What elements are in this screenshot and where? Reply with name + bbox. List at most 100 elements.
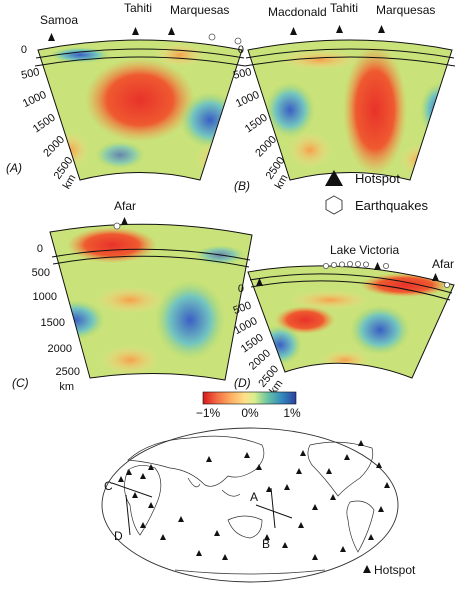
hotspot-triangle — [222, 554, 228, 560]
earthquake-cluster — [322, 260, 450, 288]
panel-b-boundary-660 — [244, 56, 456, 67]
hotspot-triangle — [282, 542, 288, 548]
hotspot-triangle — [330, 494, 336, 500]
hotspot-triangle — [312, 554, 318, 560]
hotspot-triangle — [244, 452, 250, 458]
hotspot-triangle — [340, 546, 346, 552]
hotspot-triangle — [160, 534, 166, 540]
panel-d: Lake Victoria Afar 0 500 1000 1500 2000 … — [232, 243, 455, 397]
hotspot-label-lake-victoria: Lake Victoria — [330, 243, 399, 257]
depth-tick: 1000 — [33, 291, 57, 303]
depth-tick: 1000 — [21, 89, 48, 110]
section-line-b — [270, 487, 276, 529]
panel-c-boundary-410 — [51, 248, 251, 261]
hotspot-triangle — [132, 492, 138, 498]
depth-tick: 0 — [37, 243, 43, 255]
hotspot-triangle — [196, 550, 202, 556]
hotspot-triangle — [336, 25, 343, 33]
hotspot-triangle — [378, 25, 385, 33]
depth-tick: 500 — [232, 300, 253, 318]
legend-hotspot-label: Hotspot — [355, 171, 400, 186]
panel-letter: (C) — [12, 376, 29, 390]
hotspot-label-tahiti: Tahiti — [330, 1, 358, 15]
panel-c-boundary-660 — [52, 255, 250, 268]
section-label-a: A — [250, 490, 258, 504]
depth-tick: 2000 — [41, 134, 67, 160]
colorbar-tick-mid: 0% — [241, 406, 259, 420]
panel-b: Macdonald Tahiti Marquesas 0 500 1000 15… — [232, 1, 456, 193]
earthquake-marker — [330, 261, 337, 268]
section-line-c — [111, 482, 153, 498]
hotspot-triangle — [148, 464, 154, 470]
earthquake-marker — [234, 37, 242, 45]
panel-b-boundary-410 — [245, 48, 455, 59]
depth-tick: 500 — [20, 66, 40, 82]
hotspot-label-macdonald: Macdonald — [268, 5, 327, 19]
section-line-a — [255, 504, 293, 519]
panel-d-tomography — [248, 265, 454, 378]
hotspot-triangle — [266, 486, 272, 492]
hotspot-triangle — [214, 530, 220, 536]
panel-a-boundary-410 — [35, 48, 245, 59]
hotspot-triangle — [326, 468, 332, 474]
colorbar-ramp — [202, 391, 297, 405]
depth-tick: 1500 — [243, 112, 270, 136]
coastline-south-america — [346, 500, 375, 553]
depth-tick: 500 — [232, 66, 252, 82]
colorbar-tick-low: −1% — [196, 406, 221, 420]
panel-letter: (A) — [6, 161, 22, 175]
hotspot-triangle — [296, 468, 302, 474]
map-hotspot-legend-icon — [363, 565, 371, 573]
depth-tick: 0 — [238, 44, 244, 56]
panel-d-boundary-410 — [249, 273, 453, 294]
section-line-d — [125, 494, 131, 536]
hotspot-triangle — [300, 450, 306, 456]
panel-b-outline — [247, 39, 453, 181]
panel-a-outline — [37, 39, 243, 181]
depth-tick: 2000 — [48, 343, 72, 355]
hotspot-triangle — [126, 469, 132, 475]
hotspot-triangle — [368, 534, 374, 540]
coastline-australia — [227, 515, 263, 539]
hotspot-triangle — [264, 534, 270, 540]
hotspot-triangle — [118, 476, 124, 482]
depth-tick: 1500 — [31, 112, 58, 136]
hotspot-triangle — [384, 482, 390, 488]
hotspot-triangle — [378, 506, 384, 512]
panel-letter: (D) — [234, 376, 251, 390]
earthquake-marker — [338, 261, 345, 268]
colorbar-tick-high: 1% — [283, 406, 301, 420]
earthquake-marker — [382, 262, 389, 269]
hotspot-triangle — [376, 462, 382, 468]
hotspot-triangle — [168, 27, 175, 35]
hotspot-triangle — [121, 217, 128, 225]
panel-c-tomography — [50, 224, 252, 380]
coastlines — [124, 435, 375, 575]
legend-earthquakes-label: Earthquakes — [355, 198, 428, 213]
depth-tick: 1000 — [234, 89, 261, 110]
map-frame — [101, 427, 399, 583]
panel-d-outline — [247, 265, 455, 379]
hotspot-triangle — [256, 278, 263, 286]
depth-tick: 2000 — [253, 134, 279, 160]
earthquake-marker — [208, 33, 216, 41]
earthquake-marker — [346, 260, 353, 267]
hotspot-label-afar: Afar — [432, 257, 454, 271]
panel-c: Afar 0 500 1000 1500 2000 2500 km (C) — [12, 199, 253, 393]
hotspot-triangle — [358, 440, 364, 446]
panel-d-boundary-660 — [250, 280, 451, 301]
hotspot-triangle — [284, 484, 290, 490]
panel-a-boundary-660 — [34, 56, 246, 67]
section-label-d: D — [114, 529, 123, 543]
section-label-c: C — [104, 479, 113, 493]
earthquake-marker — [443, 281, 450, 288]
map-hotspot-legend-label: Hotspot — [374, 563, 416, 577]
section-label-b: B — [262, 537, 270, 551]
hotspot-triangle — [206, 456, 212, 462]
hotspot-triangle — [374, 262, 381, 270]
hotspot-triangle — [432, 273, 439, 281]
coastline-antarctica — [174, 569, 326, 575]
earthquake-legend-icon — [325, 195, 343, 215]
earthquake-marker — [354, 260, 361, 267]
